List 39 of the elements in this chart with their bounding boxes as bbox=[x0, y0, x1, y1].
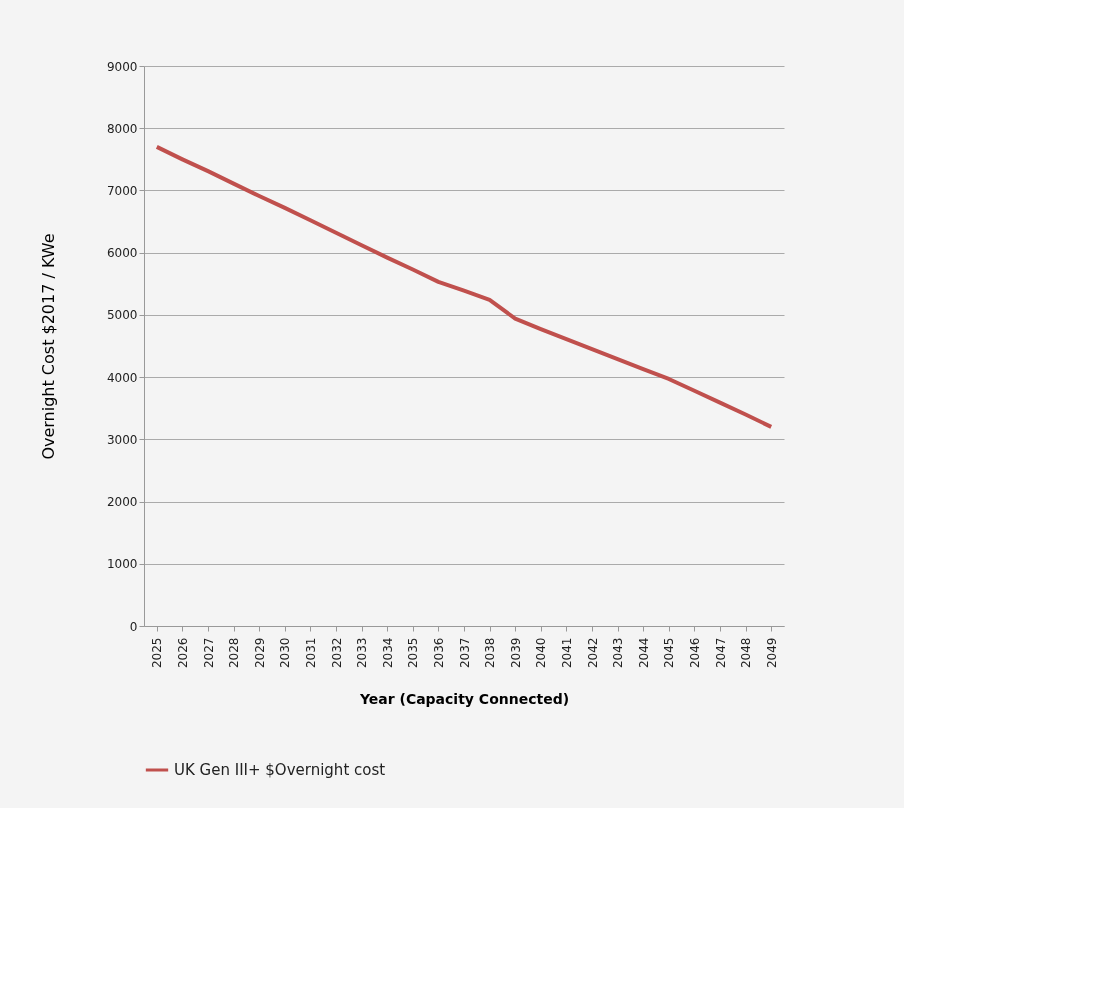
x-tick-label: 2035 bbox=[406, 637, 421, 669]
y-tick-label: 5000 bbox=[106, 308, 138, 323]
x-tick-label: 2039 bbox=[508, 637, 523, 669]
y-tick-label: 3000 bbox=[106, 432, 138, 447]
x-tick-label: 2025 bbox=[150, 637, 165, 669]
x-tick-label: 2049 bbox=[764, 637, 779, 669]
x-tick-label: 2028 bbox=[227, 637, 242, 669]
x-tick-label: 2034 bbox=[380, 637, 395, 669]
y-axis-title: Overnight Cost $2017 / KWe bbox=[38, 233, 58, 460]
y-tick-label: 9000 bbox=[106, 59, 138, 74]
y-tick-label: 1000 bbox=[106, 557, 138, 572]
legend-label: UK Gen III+ $Overnight cost bbox=[174, 761, 386, 779]
x-tick-label: 2043 bbox=[611, 637, 626, 669]
y-tick-label: 6000 bbox=[106, 246, 138, 261]
x-tick-label: 2046 bbox=[687, 637, 702, 669]
x-tick-label: 2033 bbox=[355, 637, 370, 669]
x-tick-label: 2029 bbox=[252, 637, 267, 669]
y-tick-label: 0 bbox=[129, 619, 138, 634]
x-tick-label: 2026 bbox=[175, 637, 190, 669]
x-tick-label: 2047 bbox=[713, 637, 728, 669]
x-tick-label: 2042 bbox=[585, 637, 600, 669]
x-tick-label: 2031 bbox=[303, 637, 318, 669]
x-tick-label: 2045 bbox=[662, 637, 677, 669]
x-tick-label: 2040 bbox=[534, 637, 549, 669]
x-axis-title: Year (Capacity Connected) bbox=[358, 691, 570, 708]
x-tick-label: 2027 bbox=[201, 637, 216, 669]
x-tick-label: 2036 bbox=[431, 637, 446, 669]
x-tick-label: 2032 bbox=[329, 637, 344, 669]
y-tick-label: 8000 bbox=[106, 121, 138, 136]
x-tick-label: 2044 bbox=[636, 637, 651, 669]
y-tick-label: 2000 bbox=[106, 495, 138, 510]
x-tick-label: 2030 bbox=[278, 637, 293, 669]
x-tick-label: 2037 bbox=[457, 637, 472, 669]
x-tick-label: 2048 bbox=[739, 637, 754, 669]
line-series bbox=[154, 144, 774, 429]
x-tick-label: 2041 bbox=[559, 637, 574, 669]
y-tick-label: 4000 bbox=[106, 370, 138, 385]
x-tick-label: 2038 bbox=[483, 637, 498, 669]
y-tick-label: 7000 bbox=[106, 183, 138, 198]
